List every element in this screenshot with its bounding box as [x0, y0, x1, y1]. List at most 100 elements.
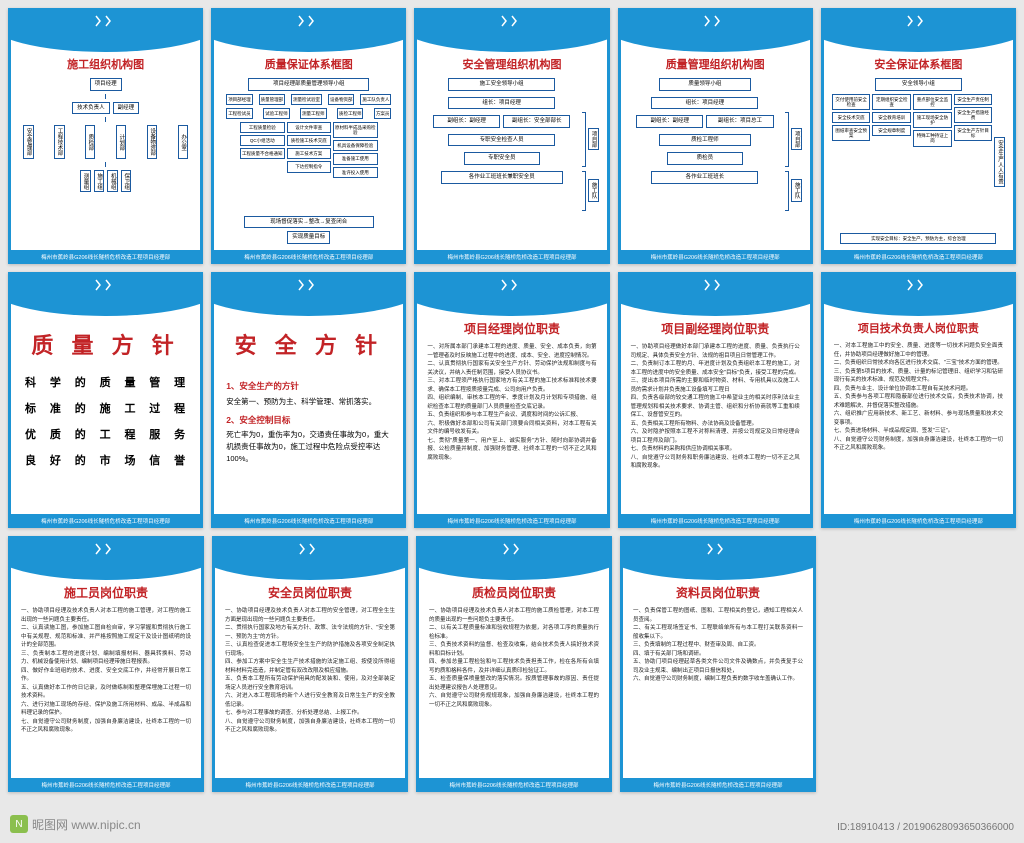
policy-line: 优质的工程服务 [25, 426, 186, 442]
node: 保卫组 [121, 170, 132, 193]
node: 项目部 [791, 128, 802, 151]
logo [416, 536, 612, 558]
image-id: ID:18910413 / 20190628093650366000 [837, 822, 1014, 833]
policy-line: 标准的施工过程 [25, 400, 186, 416]
node: 机具设备保障检验 [333, 140, 378, 151]
panel-safety-officer-duties: 安全员岗位职责 一、协助项目经理及技术负责人对本工程的安全管理，对工程全生生方面… [212, 536, 408, 792]
panel-footer: 梅州市蕉岭县G206线长隧桥危桥改造工程项目经理部 [8, 250, 203, 264]
panel-footer: 梅州市蕉岭县G206线长隧桥危桥改造工程项目经理部 [414, 514, 609, 528]
node: 组长：项目经理 [651, 97, 758, 110]
policy-line: 良好的市场信誉 [25, 452, 186, 468]
node: 设备物资部 [328, 94, 355, 105]
safety-org-chart: 施工安全领导小组 组长：项目经理 副组长：副经理 副组长：安全部部长 专职安全检… [425, 78, 598, 244]
node: 设计文件审查 [287, 122, 332, 133]
node: 专职安全员 [464, 152, 540, 165]
duties-text: 一、对所属本部门承建本工程的进度、质量、安全、成本负责，向第一管理者及时反映施工… [425, 343, 598, 462]
logo [211, 8, 406, 30]
node: 副组长：副经理 [433, 115, 500, 128]
node: 准许投入使用 [333, 167, 378, 178]
node: 实现质量目标 [287, 231, 330, 244]
panel-footer: 梅州市蕉岭县G206线长隧桥危桥改造工程项目经理部 [618, 250, 813, 264]
node: 定期组织安全检查 [872, 94, 911, 110]
node: 下达控制指令 [287, 161, 332, 172]
node: 副组长：项目总工 [706, 115, 773, 128]
watermark-text: 昵图网 www.nipic.cn [32, 816, 141, 833]
node: 工程检试员 [226, 108, 253, 119]
node: 安全规章制度 [872, 125, 911, 136]
panel-pm-duties: 项目经理岗位职责 一、对所属本部门承建本工程的进度、质量、安全、成本负责，向第一… [414, 272, 609, 528]
panel-deputy-pm-duties: 项目副经理岗位职责 一、协助项目经理做好本部门承建本工程的进度、质量、负责执行公… [618, 272, 813, 528]
node: 技术负责人 [72, 102, 110, 115]
panel-safety-policy: 安 全 方 针 1、安全生产的方针 安全第一、预防为主、科学管理、常抓落实。 2… [211, 272, 406, 528]
panel-title: 质量管理组织机构图 [629, 56, 802, 72]
node: 副组长：副经理 [636, 115, 703, 128]
panel-footer: 梅州市蕉岭县G206线长隧桥危桥改造工程项目经理部 [212, 778, 408, 792]
row-3: 施工员岗位职责 一、协助项目经理及技术负责人对本工程的施工管理，对工程的施工出现… [8, 536, 816, 792]
panel-document-clerk-duties: 资料员岗位职责 一、负责保管工程的图纸、图和、工程相关的登记，通知工程相关人员查… [620, 536, 816, 792]
node: 施工现场安全防护 [913, 112, 952, 128]
node: 项目经理 [90, 78, 122, 91]
panel-footer: 梅州市蕉岭县G206线长隧桥危桥改造工程项目经理部 [8, 778, 204, 792]
node: 测量工程师 [300, 108, 327, 119]
panel-safety-mgmt-org: 安全管理组织机构图 施工安全领导小组 组长：项目经理 副组长：副经理 副组长：安… [414, 8, 609, 264]
logo [414, 8, 609, 30]
panel-footer: 梅州市蕉岭县G206线长隧桥危桥改造工程项目经理部 [8, 514, 203, 528]
node: 质量管理部 [259, 94, 286, 105]
node: 方案员 [374, 108, 392, 119]
panel-title: 安全员岗位职责 [223, 584, 397, 601]
policy-lines: 科学的质量管理 标准的施工过程 优质的工程服务 良好的市场信誉 [19, 374, 192, 468]
node: 工程质量检验 [240, 122, 285, 133]
panel-title: 施工组织机构图 [19, 56, 192, 72]
panel-title: 项目副经理岗位职责 [629, 320, 802, 337]
node: 施工技术方案 [287, 148, 332, 159]
node: 质检部 [85, 125, 96, 159]
panel-title: 质检员岗位职责 [427, 584, 601, 601]
panel-construction-org: 施工组织机构图 项目经理 技术负责人 副经理 安全管理部 工程技术部 质检部 计… [8, 8, 203, 264]
panel-title: 施工员岗位职责 [19, 584, 193, 601]
duties-text: 一、协助项目经理及技术负责人对本工程的施工质检管理，对本工程的质量出现的一些问题… [427, 607, 601, 709]
node: 安全生产责任制 [954, 94, 993, 105]
node: 安全技术交底 [832, 112, 871, 123]
node: 重点部位安全监控 [913, 94, 952, 110]
panel-footer: 梅州市蕉岭县G206线长隧桥危桥改造工程项目经理部 [618, 514, 813, 528]
duties-text: 一、负责保管工程的图纸、图和、工程相关的登记，通知工程相关人员查阅。 二、有关工… [631, 607, 805, 684]
node: 设备物资部 [147, 125, 158, 159]
node: 图纸审查安全预案 [832, 125, 871, 141]
panel-quality-assurance-frame: 质量保证体系框图 项目经理部质量管理领导小组 项目部经理 质量管理部 测量检试验… [211, 8, 406, 264]
node: 项目部经理 [226, 94, 253, 105]
logo [211, 272, 406, 294]
node: 原材料半成品采购检验 [333, 122, 378, 138]
node: 准备施工使用 [333, 153, 378, 164]
node: 质检员 [667, 152, 743, 165]
node: 试验工程师 [263, 108, 290, 119]
logo [414, 272, 609, 294]
node: 计划部 [116, 125, 127, 159]
panel-constructor-duties: 施工员岗位职责 一、协助项目经理及技术负责人对本工程的施工管理，对工程的施工出现… [8, 536, 204, 792]
node: 质检工程师 [659, 134, 751, 147]
panel-title: 质量保证体系框图 [222, 56, 395, 72]
node: 安全教育培训 [872, 112, 911, 123]
quality-org-chart: 质量领导小组 组长：项目经理 副组长：副经理 副组长：项目总工 质检工程师 质检… [629, 78, 802, 244]
node: QC小组活动 [240, 135, 285, 146]
row-2: 质 量 方 针 科学的质量管理 标准的施工过程 优质的工程服务 良好的市场信誉 … [8, 272, 1016, 528]
text: 死亡率为0，重伤率为0，交通责任事故为0，重大机损责任事故为0，施工过程中危险点… [226, 429, 391, 465]
panel-footer: 梅州市蕉岭县G206线长隧桥危桥改造工程项目经理部 [821, 514, 1016, 528]
logo [618, 8, 813, 30]
node: 办公室 [178, 125, 189, 159]
node: 工程技术部 [54, 125, 65, 159]
logo [821, 272, 1016, 294]
node: 安全生产方针目标 [954, 125, 993, 141]
safety-body: 1、安全生产的方针 安全第一、预防为主、科学管理、常抓落实。 2、安全控制目标 … [222, 374, 395, 465]
node: 副经理 [113, 102, 140, 115]
node: 各作业工班班长 [651, 171, 758, 184]
text: 安全第一、预防为主、科学管理、常抓落实。 [226, 396, 391, 408]
panel-title: 项目技术负责人岗位职责 [832, 320, 1005, 336]
node: 安全生产人人有责 [994, 137, 1005, 187]
node: 专职安全检查人员 [448, 134, 555, 147]
panel-title: 项目经理岗位职责 [425, 320, 598, 337]
panel-footer: 梅州市蕉岭县G206线长隧桥危桥改造工程项目经理部 [416, 778, 612, 792]
panel-tech-lead-duties: 项目技术负责人岗位职责 一、对本工程施工中的安全、质量、进度等一切技术问题负安全… [821, 272, 1016, 528]
node: 施工队 [791, 179, 802, 202]
logo [8, 272, 203, 294]
panel-footer: 梅州市蕉岭县G206线长隧桥危桥改造工程项目经理部 [821, 250, 1016, 264]
